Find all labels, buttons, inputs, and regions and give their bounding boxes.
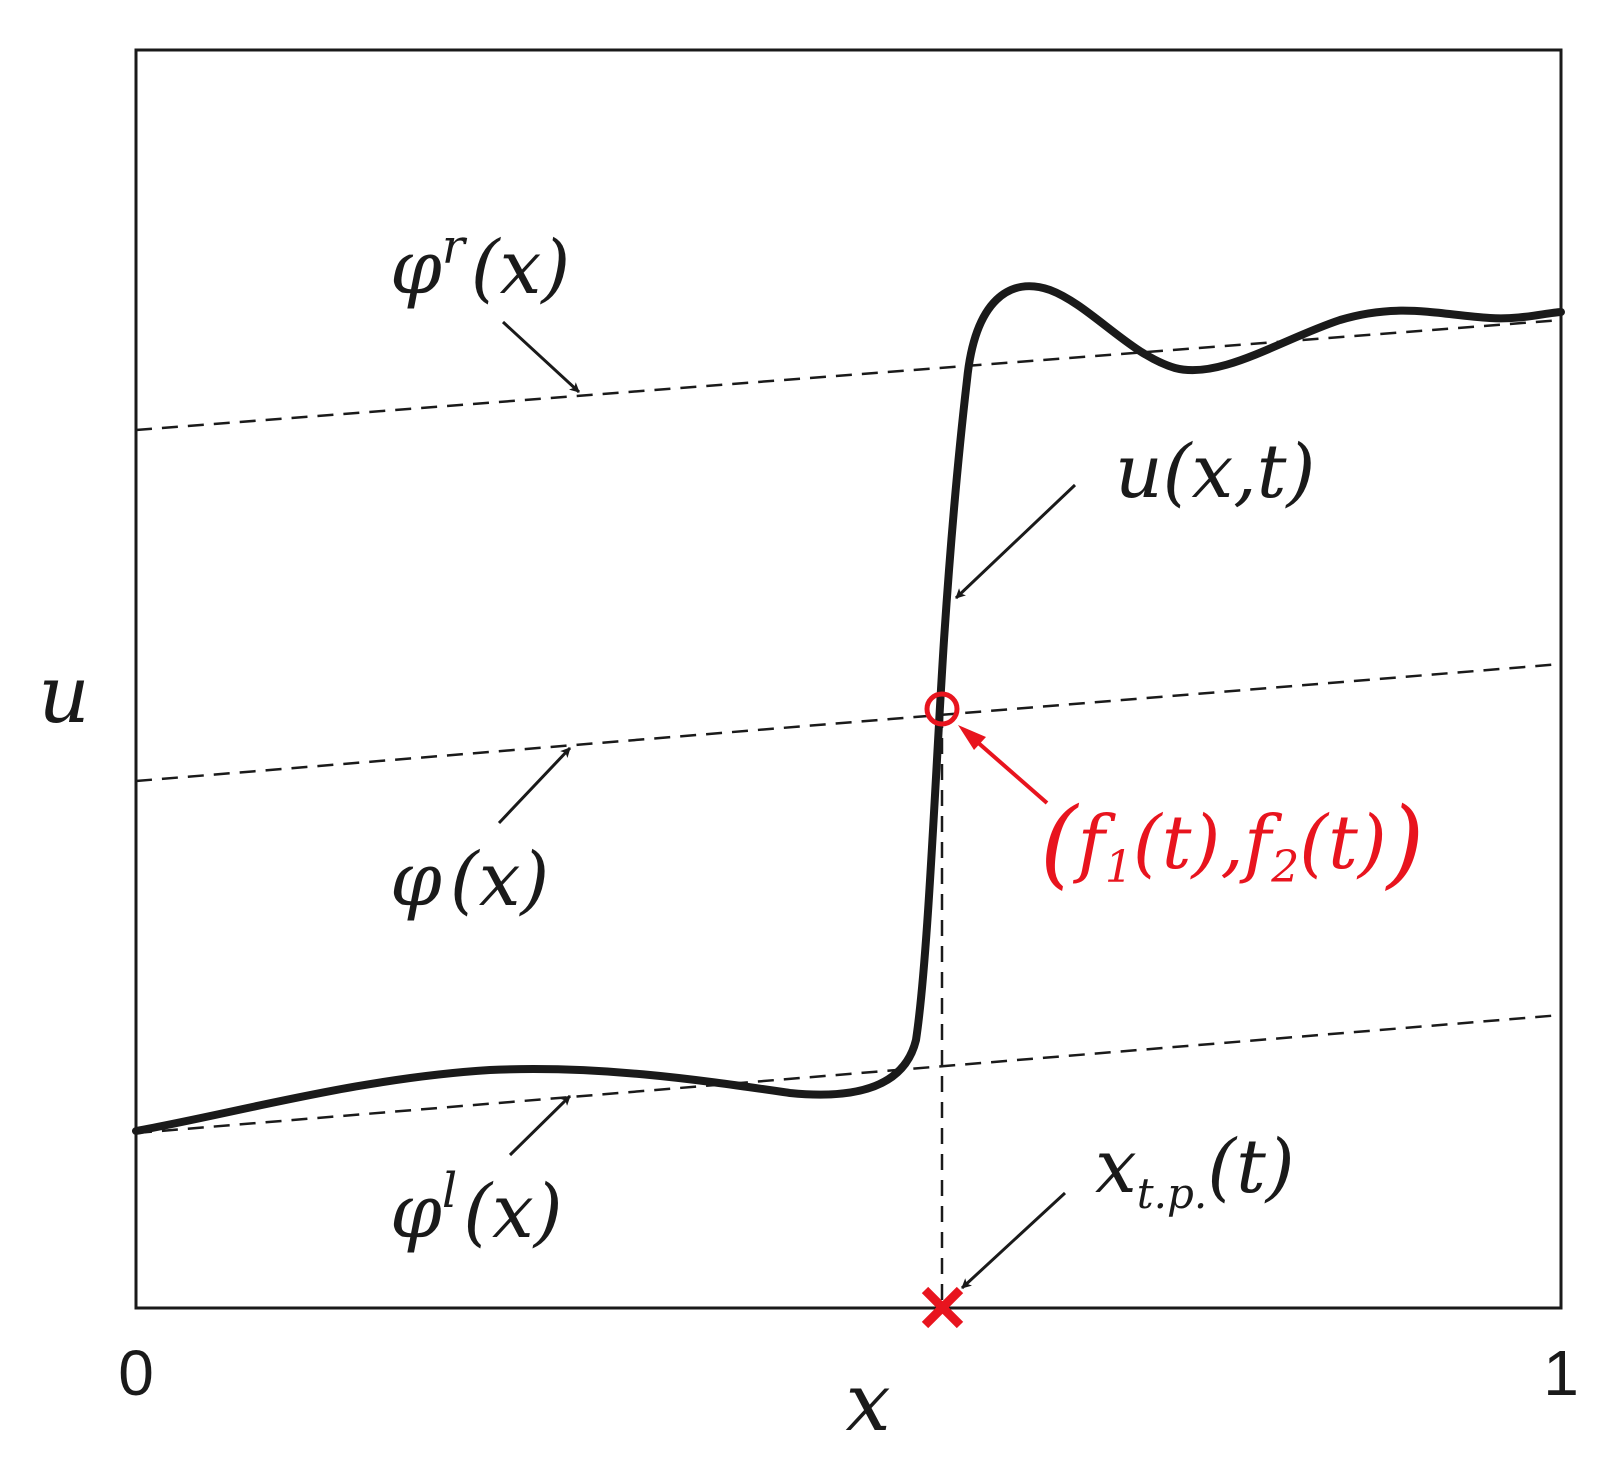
x-tp-base: x: [1095, 1124, 1137, 1210]
turning-point-cross-marker: [921, 1286, 964, 1329]
phi-arrow: [497, 746, 572, 825]
x-tp-label: xt.p.(t): [1095, 1124, 1295, 1218]
x-axis-label: x: [845, 1356, 890, 1449]
solution-curve: [132, 282, 1565, 1135]
phi-r-label: φr(x): [390, 219, 570, 311]
phi-label: φ (x): [390, 837, 549, 923]
phi-l-dashed-line: [135, 1013, 1562, 1135]
phi-base: φ: [390, 837, 442, 923]
f-open-paren: (: [1040, 787, 1080, 899]
phi-arg: (x): [450, 837, 549, 923]
phi-r-base: φ: [390, 225, 442, 311]
u-xt-arrow: [954, 483, 1077, 600]
f2-sub: 2: [1270, 842, 1299, 893]
phi-r-arg: (x): [471, 225, 570, 311]
x-tick-0: 0: [118, 1337, 154, 1409]
x-tp-sub: t.p.: [1137, 1169, 1207, 1218]
phi-dashed-line: [135, 662, 1562, 783]
intersection-circle-marker: [924, 691, 960, 727]
x-tick-1: 1: [1543, 1337, 1579, 1409]
f1-arg: (t),: [1133, 800, 1244, 886]
phi-l-arrow: [508, 1094, 572, 1157]
f2-arg: (t): [1299, 800, 1386, 886]
f-point-arrowhead: [958, 725, 986, 750]
phi-l-arg: (x): [463, 1169, 562, 1255]
f1-sub: 1: [1105, 842, 1133, 893]
u-xt-label: u(x,t): [1115, 429, 1315, 515]
phi-l-sup: l: [442, 1163, 457, 1219]
f-point-arrow: [965, 731, 1049, 805]
phi-r-sup: r: [442, 219, 468, 275]
phi-r-dashed-line: [135, 318, 1562, 432]
phi-l-base: φ: [390, 1169, 442, 1255]
f-close-paren: ): [1385, 787, 1424, 899]
x-tp-arg: (t): [1207, 1124, 1294, 1210]
plot-frame: [134, 48, 1563, 1310]
f-point-label: (f1(t),f2(t)): [1040, 787, 1424, 899]
y-axis-label: u: [38, 648, 90, 741]
x-tp-arrow: [960, 1191, 1067, 1290]
phi-l-label: φl(x): [390, 1163, 563, 1255]
phi-r-arrow: [501, 320, 581, 394]
